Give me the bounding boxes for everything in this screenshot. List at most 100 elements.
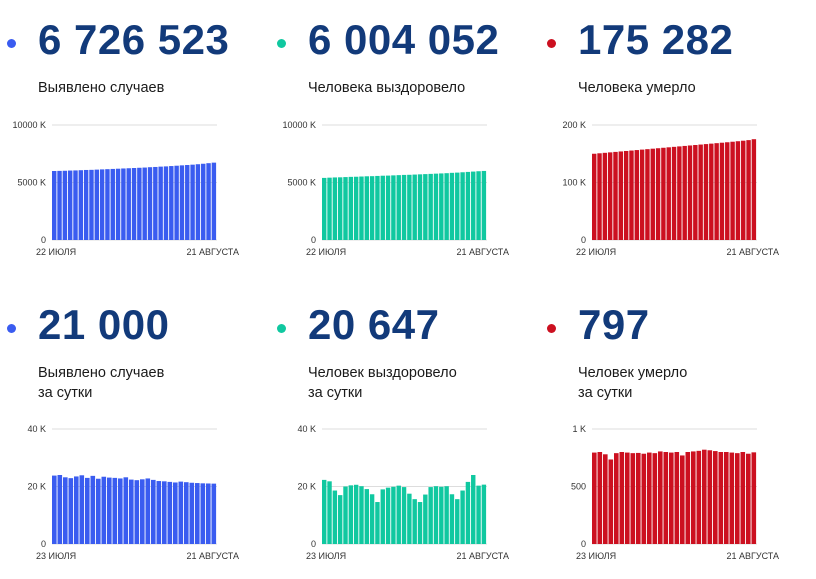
bar	[153, 166, 158, 240]
label-line: Выявлено случаев	[38, 365, 165, 381]
bar	[179, 165, 185, 240]
bar	[751, 452, 757, 544]
bar	[156, 481, 162, 544]
bar	[68, 478, 74, 544]
bar	[131, 168, 137, 240]
bar	[375, 175, 380, 240]
bar	[112, 477, 118, 545]
bar	[118, 478, 123, 544]
bar	[123, 477, 129, 544]
bar	[359, 486, 364, 544]
bar	[162, 481, 167, 544]
bar	[439, 486, 444, 544]
bar	[337, 495, 343, 545]
y-tick-label: 0	[581, 235, 586, 245]
bar	[337, 177, 343, 240]
bar	[412, 174, 417, 240]
cases-total-number: 6 726 523	[38, 16, 230, 63]
bar	[625, 452, 630, 544]
bar	[407, 174, 412, 240]
bar	[645, 149, 650, 240]
bar	[428, 487, 433, 544]
bar	[634, 150, 639, 240]
bar	[460, 172, 465, 240]
bar	[74, 476, 79, 544]
bar	[380, 175, 385, 240]
y-tick-label: 0	[311, 235, 316, 245]
bar	[353, 484, 359, 545]
bar	[597, 153, 602, 240]
bar	[608, 459, 614, 544]
bar	[173, 482, 178, 544]
bar	[96, 478, 101, 544]
bar	[691, 451, 696, 544]
bar	[730, 141, 735, 240]
bar	[650, 148, 655, 240]
bar	[169, 166, 174, 240]
red-dot-icon	[547, 39, 556, 48]
recovered-total-chart: 10000 K 5000 K 0 22 ИЮЛЯ 21 АВГУСТА	[282, 120, 509, 257]
bar	[735, 141, 741, 240]
bar	[73, 170, 78, 240]
bar	[163, 166, 169, 240]
bar	[623, 150, 629, 240]
bar	[145, 478, 151, 544]
cases-daily-number: 21 000	[38, 301, 170, 348]
recovered-total-number: 6 004 052	[308, 16, 500, 63]
bar	[460, 490, 465, 545]
bar	[641, 453, 647, 544]
bar	[322, 177, 327, 240]
bar	[190, 164, 195, 240]
bar	[685, 452, 691, 544]
bar	[433, 486, 439, 544]
y-tick-label: 0	[41, 539, 46, 549]
bar	[385, 175, 391, 240]
label-line: Человек выздоровело	[308, 365, 457, 381]
deaths-daily-label: Человек умерло за сутки	[578, 363, 687, 403]
bar	[702, 449, 707, 544]
bar	[629, 150, 634, 240]
bar	[369, 494, 375, 544]
cases-total-label: Выявлено случаев	[38, 78, 164, 98]
bar	[101, 476, 107, 544]
y-tick-label: 100 K	[562, 178, 586, 188]
x-start-label: 23 ИЮЛЯ	[306, 551, 346, 561]
bar	[471, 475, 476, 544]
bar	[661, 147, 666, 240]
bar	[90, 475, 96, 544]
deaths-total-chart: 200 K 100 K 0 22 ИЮЛЯ 21 АВГУСТА	[562, 120, 779, 257]
bar	[332, 177, 338, 240]
bar	[417, 502, 423, 545]
x-start-label: 22 ИЮЛЯ	[36, 247, 76, 257]
bar	[129, 479, 134, 544]
bar	[94, 169, 99, 240]
bar	[201, 163, 206, 240]
bar	[658, 451, 663, 544]
bar	[412, 499, 417, 544]
bar	[134, 480, 140, 544]
bar	[707, 450, 713, 544]
bar	[618, 151, 624, 240]
bar	[713, 451, 718, 544]
bar	[115, 168, 121, 240]
bar	[151, 479, 156, 544]
bar	[449, 494, 455, 544]
bar	[476, 485, 481, 544]
bar	[602, 152, 608, 240]
x-end-label: 21 АВГУСТА	[456, 551, 509, 561]
panel-recovered-total: 6 004 052 Человека выздоровело 10000 K 50…	[270, 0, 540, 290]
bar	[62, 170, 68, 240]
bar	[455, 172, 460, 240]
bar	[636, 452, 641, 544]
bar	[471, 171, 476, 240]
bar	[674, 452, 680, 544]
panel-cases-daily: 21 000 Выявлено случаев за сутки 40 K 20 …	[0, 285, 270, 575]
label-line: Человека выздоровело	[308, 80, 466, 96]
bar	[614, 453, 619, 544]
x-end-label: 21 АВГУСТА	[726, 551, 779, 561]
bar	[481, 170, 487, 240]
bar	[391, 486, 396, 544]
red-dot-icon	[547, 324, 556, 333]
bar	[158, 166, 163, 240]
bar	[423, 494, 428, 544]
